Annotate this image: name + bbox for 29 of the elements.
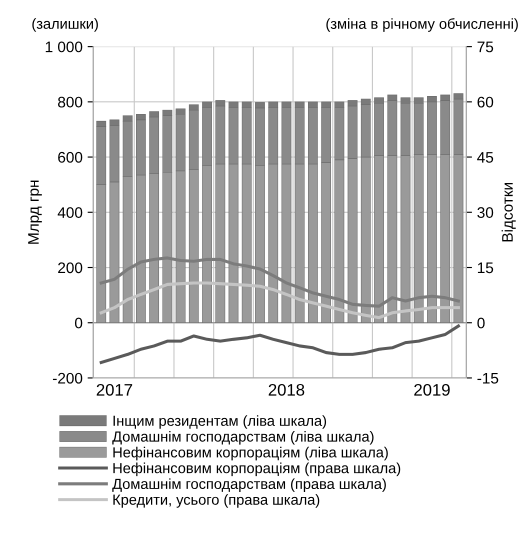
y2-tick-label: 30 [477,207,494,218]
line-series [100,256,460,308]
y-tick-label: 600 [58,152,82,163]
y2-tick-label: 15 [478,262,494,274]
legend-label: Домашнім господарствам (права шкала) [112,478,386,492]
y2-tick-label: 0 [477,318,485,328]
y2-axis-title: Відсотки [502,183,516,242]
x-tick-label: 2017 [96,384,132,396]
legend-label: Нефінансовим корпораціям (права шкала) [113,462,400,476]
y-axis-title: Млрд грн [28,180,42,244]
x-tick-label: 2018 [268,384,304,396]
y2-tick-label: 60 [478,96,494,108]
y2-tick-label: -15 [477,372,498,384]
legend-label: Нефінансовим корпораціям (ліва шкала) [113,446,388,460]
y2-tick-label: 75 [478,42,494,52]
legend-label: Кредити, усього (права шкала) [113,494,320,508]
y-tick-label: 1 000 [46,41,82,52]
y-tick-label: 400 [58,207,82,218]
x-tick-label: 2019 [414,384,450,396]
y-tick-label: 800 [58,96,82,108]
text: (залишки) [32,18,98,32]
y-tick-label: -200 [52,372,82,384]
line-series [100,324,460,364]
y-tick-label: 200 [58,262,82,274]
y-tick-label: 0 [74,318,82,328]
y2-tick-label: 45 [477,152,494,163]
legend-label: Інщим резидентам (ліва шкала) [114,415,326,429]
text: (зміна в річному обчисленні) [326,18,518,32]
legend-label: Домашнім господарствам (ліва шкала) [112,431,374,445]
